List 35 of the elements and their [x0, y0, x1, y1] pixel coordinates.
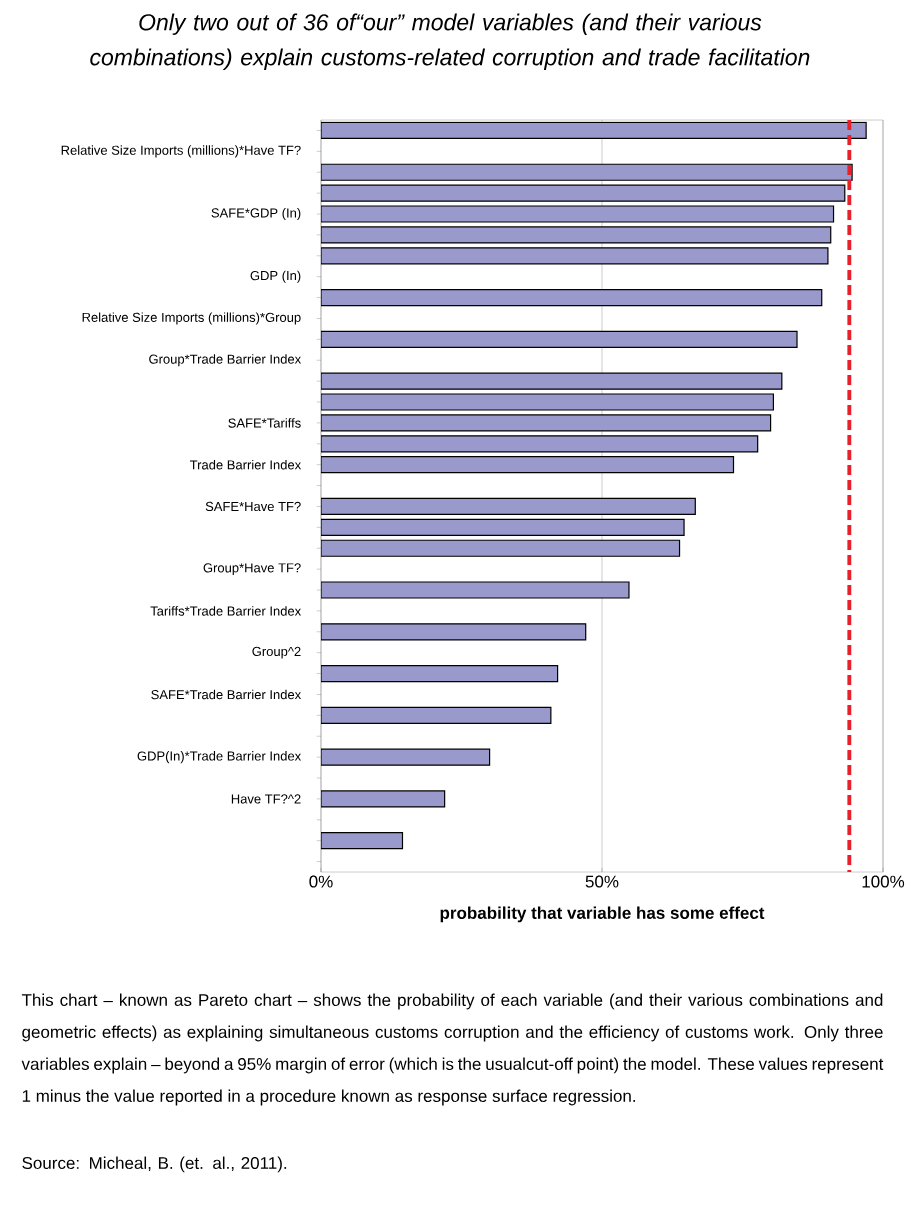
x-tick-label: 100%: [862, 875, 905, 888]
x-tick-label: 0%: [309, 875, 333, 888]
bar: [320, 330, 798, 348]
y-tick-label: Trade Barrier Index: [189, 459, 302, 470]
y-tick-label: SAFE*Have TF?: [205, 501, 301, 512]
y-tick-label: Relative Size Imports (millions)*Have TF?: [61, 145, 301, 158]
y-tick-label: SAFE*Trade Barrier Index: [151, 689, 302, 700]
bar: [320, 163, 853, 181]
y-tick-label: SAFE*Tariffs: [228, 418, 301, 428]
bar: [320, 664, 559, 683]
y-tick-label: Have TF?^2: [231, 794, 301, 804]
bar: [320, 706, 552, 724]
bar: [320, 832, 404, 850]
bar: [320, 497, 696, 516]
y-tick-label: Group*Have TF?: [203, 563, 301, 576]
y-tick-label: Tariffs*Trade Barrier Index: [150, 606, 302, 616]
bar: [320, 122, 867, 139]
bar: [320, 518, 685, 536]
text: This chart – known as Pareto chart – shows the probability of each variable (and their various combinations and geometric effects) as explaining simultaneous customs corruption and the efficiency of customs work. Only three variables explain – beyond a 95% margin of error (which is the usualcut-off point) the model. These values represent 1 minus the value reported in a procedure known as response surface regression.: [21, 993, 884, 1106]
x-axis-title: probability that variable has some effect: [440, 906, 765, 923]
bar: [320, 435, 759, 453]
x-tick-label: 50%: [585, 875, 619, 888]
bar: [320, 288, 823, 307]
bar: [320, 456, 735, 474]
y-tick-label: Group^2: [252, 646, 301, 659]
bar: [320, 539, 681, 557]
y-tick-label: GDP (In): [250, 270, 301, 283]
chart-title: Only two out of 36 of“our” model variables (and their various combinations) explain customs-related corruption and trade facilitation: [90, 13, 810, 70]
y-tick-label: GDP(In)*Trade Barrier Index: [137, 751, 302, 764]
bar: [320, 247, 829, 265]
bar: [320, 623, 587, 641]
y-tick-label: Group*Trade Barrier Index: [149, 354, 301, 367]
y-tick-label: Relative Size Imports (millions)*Group: [82, 312, 301, 325]
source-note: Source: Micheal, B. (et. al., 2011).: [22, 1156, 287, 1173]
y-tick-label: SAFE*GDP (In): [211, 207, 301, 221]
